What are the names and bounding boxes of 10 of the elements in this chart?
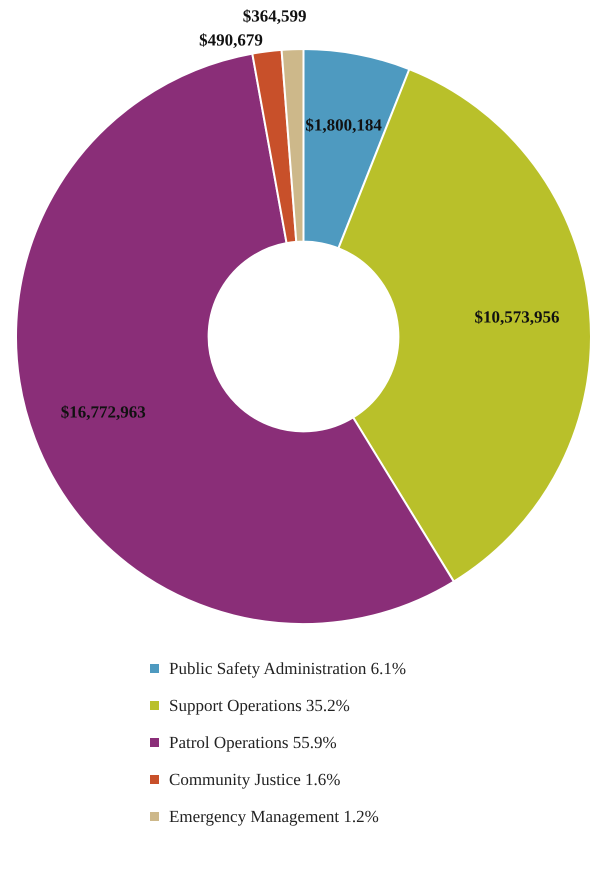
legend-label: Emergency Management 1.2% xyxy=(169,806,379,828)
data-label: $490,679 xyxy=(199,30,263,50)
legend-label: Public Safety Administration 6.1% xyxy=(169,658,406,680)
data-label: $10,573,956 xyxy=(474,307,560,326)
data-label: $16,772,963 xyxy=(60,402,146,422)
data-label: $364,599 xyxy=(242,6,307,26)
legend-label: Support Operations 35.2% xyxy=(169,695,350,717)
legend-label: Patrol Operations 55.9% xyxy=(169,732,337,754)
data-label: $1,800,184 xyxy=(305,115,382,134)
legend-label: Community Justice 1.6% xyxy=(169,769,340,791)
